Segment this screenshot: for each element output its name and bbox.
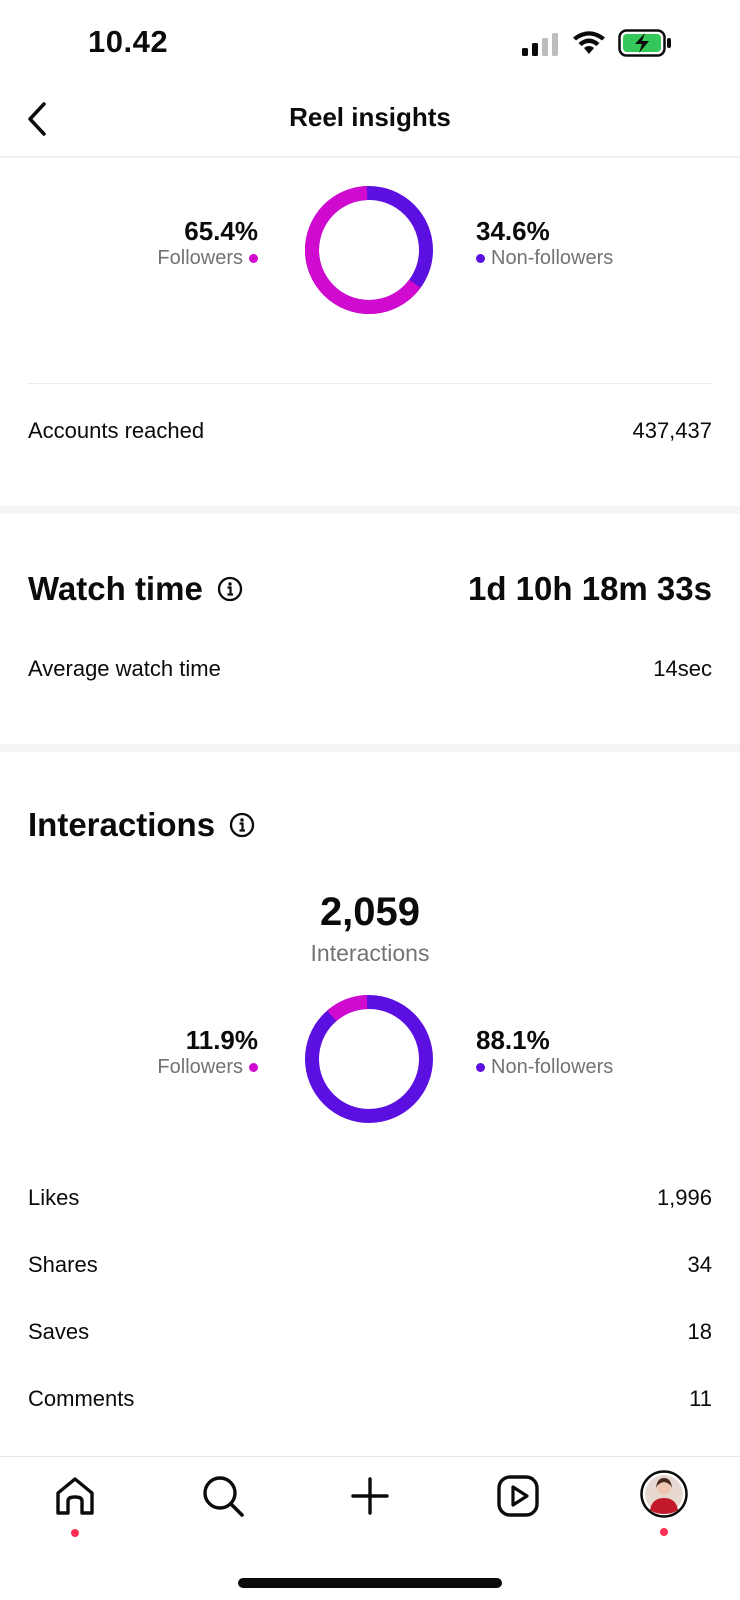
saves-value: 18	[687, 1319, 712, 1344]
watch-time-total: 1d 10h 18m 33s	[468, 570, 712, 607]
interactions-heading: Interactions	[28, 806, 255, 844]
followers-dot	[249, 1063, 258, 1072]
nav-create-button[interactable]	[347, 1473, 393, 1524]
plus-icon	[351, 1477, 389, 1515]
nav-reels-button[interactable]	[495, 1473, 541, 1524]
reach-donut	[304, 185, 434, 320]
search-icon	[203, 1476, 244, 1517]
interactions-nonfollowers-block: 88.1% Non-followers	[476, 1025, 613, 1079]
home-indicator	[238, 1578, 502, 1588]
reach-nonfollowers-label: Non-followers	[491, 247, 614, 269]
profile-avatar	[640, 1470, 688, 1518]
reach-nonfollowers-block: 34.6% Non-followers	[476, 216, 613, 270]
followers-dot	[249, 254, 258, 263]
wifi-icon	[572, 30, 606, 61]
back-button[interactable]	[18, 98, 62, 142]
reach-nonfollowers-legend: Non-followers	[476, 247, 613, 270]
reach-followers-block: 65.4% Followers	[157, 216, 258, 270]
interactions-followers-block: 11.9% Followers	[157, 1025, 258, 1079]
shares-label: Shares	[28, 1252, 98, 1277]
likes-value: 1,996	[656, 1185, 712, 1210]
interactions-title: Interactions	[28, 806, 216, 843]
nav-home-button[interactable]	[52, 1473, 98, 1537]
interactions-total-label: Interactions	[310, 940, 430, 966]
comments-label: Comments	[28, 1386, 135, 1411]
reach-followers-pct: 65.4%	[184, 216, 258, 246]
battery-icon	[618, 29, 672, 62]
comments-value: 11	[689, 1386, 712, 1411]
interactions-total: 2,059	[319, 890, 421, 934]
reach-donut-chart	[305, 186, 433, 314]
signal-icon	[522, 32, 562, 61]
reach-nonfollowers-pct: 34.6%	[476, 216, 550, 246]
profile-notification-dot	[660, 1528, 668, 1536]
nonfollowers-dot	[476, 254, 485, 263]
reach-followers-legend: Followers	[157, 247, 258, 270]
nav-search-button[interactable]	[200, 1473, 246, 1524]
page-title: Reel insights	[289, 102, 451, 132]
nav-profile-button[interactable]	[640, 1470, 688, 1536]
accounts-reached-label: Accounts reached	[28, 418, 205, 443]
average-watch-time-value: 14sec	[653, 656, 712, 681]
likes-label: Likes	[28, 1185, 80, 1210]
section-divider	[0, 506, 740, 514]
header-divider	[0, 156, 740, 158]
interactions-followers-pct: 11.9%	[185, 1025, 258, 1055]
interactions-followers-label: Followers	[157, 1056, 243, 1078]
interactions-donut-chart	[305, 995, 433, 1123]
info-icon[interactable]	[229, 812, 255, 838]
section-divider	[0, 744, 740, 752]
reach-donut-followers	[305, 186, 433, 314]
nonfollowers-dot	[476, 1063, 485, 1072]
interactions-donut	[304, 994, 434, 1129]
shares-value: 34	[687, 1252, 712, 1277]
average-watch-time-label: Average watch time	[28, 656, 221, 681]
chevron-left-icon	[28, 102, 46, 136]
home-icon	[56, 1477, 94, 1515]
reels-icon	[497, 1475, 539, 1517]
reach-followers-label: Followers	[157, 247, 243, 269]
status-time: 10.42	[88, 24, 169, 59]
reach-divider	[28, 383, 712, 384]
saves-label: Saves	[28, 1319, 90, 1344]
bottom-nav-divider	[0, 1456, 740, 1457]
interactions-donut-nonfollowers	[305, 995, 433, 1123]
info-icon[interactable]	[217, 576, 243, 602]
interactions-nonfollowers-legend: Non-followers	[476, 1056, 613, 1079]
watch-time-title: Watch time	[28, 570, 203, 607]
watch-time-heading: Watch time	[28, 570, 243, 608]
accounts-reached-value: 437,437	[632, 418, 712, 443]
interactions-nonfollowers-pct: 88.1%	[476, 1025, 550, 1055]
interactions-followers-legend: Followers	[157, 1056, 258, 1079]
home-notification-dot	[71, 1529, 79, 1537]
interactions-nonfollowers-label: Non-followers	[491, 1056, 614, 1078]
